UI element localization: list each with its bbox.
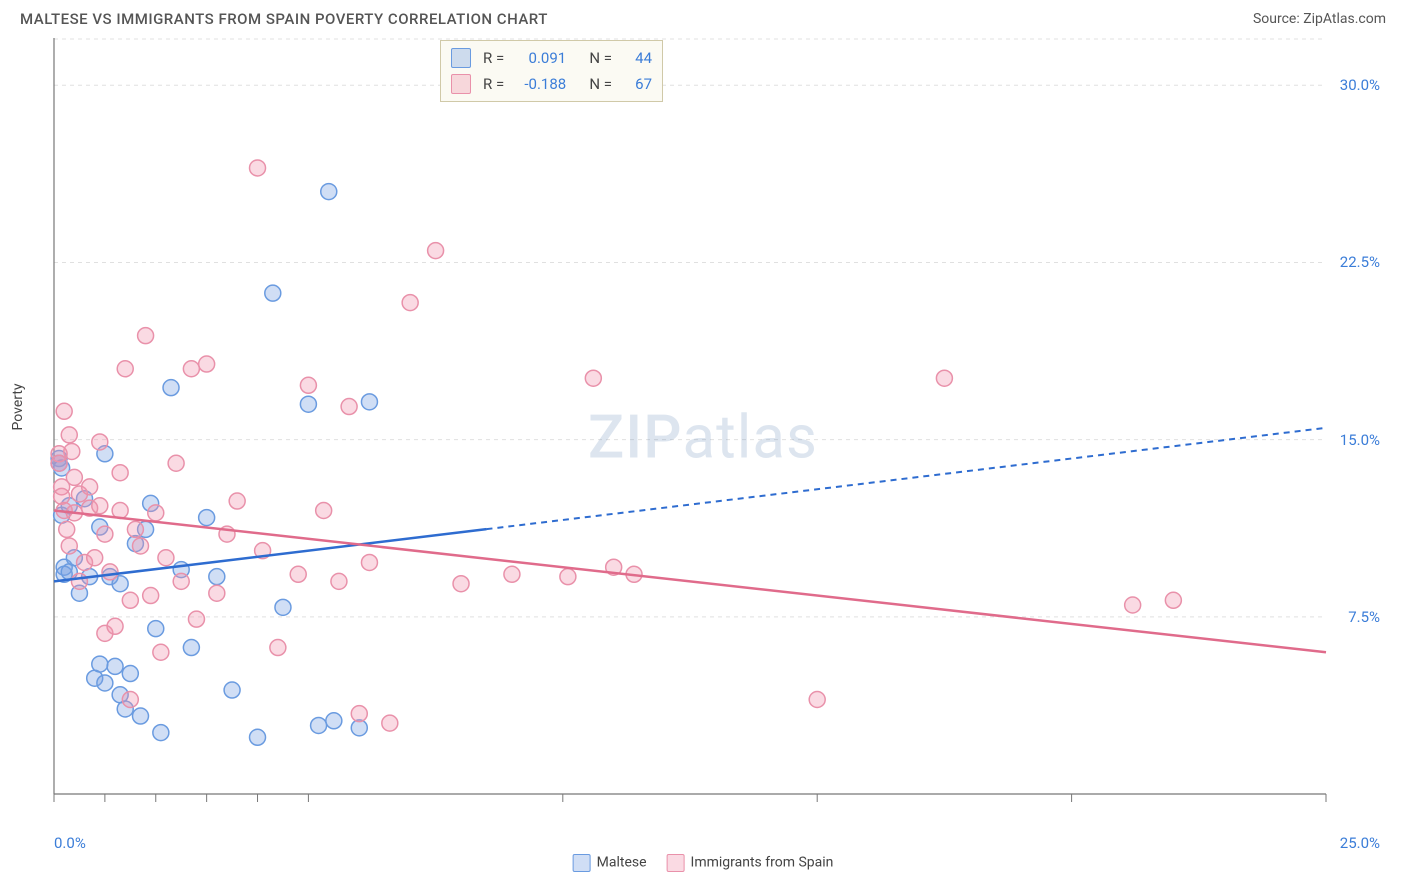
n-label: N = <box>589 71 612 97</box>
legend-label: Immigrants from Spain <box>691 855 834 871</box>
legend-item: Immigrants from Spain <box>667 854 834 872</box>
y-tick-label: 7.5% <box>1348 608 1380 626</box>
n-label: N = <box>589 45 612 71</box>
y-axis-label: Poverty <box>10 383 26 430</box>
correlation-row: R = -0.188 N = 67 <box>451 71 652 97</box>
legend-item: Maltese <box>573 854 647 872</box>
legend-swatch <box>573 854 591 872</box>
correlation-row: R = 0.091 N = 44 <box>451 45 652 71</box>
y-tick-label: 15.0% <box>1340 431 1380 449</box>
legend-swatch <box>451 48 471 68</box>
r-value: 0.091 <box>510 45 566 71</box>
x-axis-min-label: 0.0% <box>54 834 86 852</box>
legend-swatch <box>667 854 685 872</box>
y-tick-label: 30.0% <box>1340 76 1380 94</box>
legend-swatch <box>451 74 471 94</box>
n-value: 67 <box>618 71 652 97</box>
r-label: R = <box>483 71 504 97</box>
n-value: 44 <box>618 45 652 71</box>
legend-bottom: Maltese Immigrants from Spain <box>573 854 834 872</box>
legend-label: Maltese <box>597 855 647 871</box>
y-tick-label: 22.5% <box>1340 253 1380 271</box>
chart-title: MALTESE VS IMMIGRANTS FROM SPAIN POVERTY… <box>20 10 548 28</box>
scatter-plot-svg <box>20 34 1386 844</box>
x-axis-max-label: 25.0% <box>1340 834 1380 852</box>
r-value: -0.188 <box>510 71 566 97</box>
correlation-legend-box: R = 0.091 N = 44 R = -0.188 N = 67 <box>440 40 663 102</box>
r-label: R = <box>483 45 504 71</box>
chart-area: Poverty ZIPatlas R =0.091 N =44 R =-0.18… <box>20 34 1386 874</box>
source-credit: Source: ZipAtlas.com <box>1253 11 1386 27</box>
